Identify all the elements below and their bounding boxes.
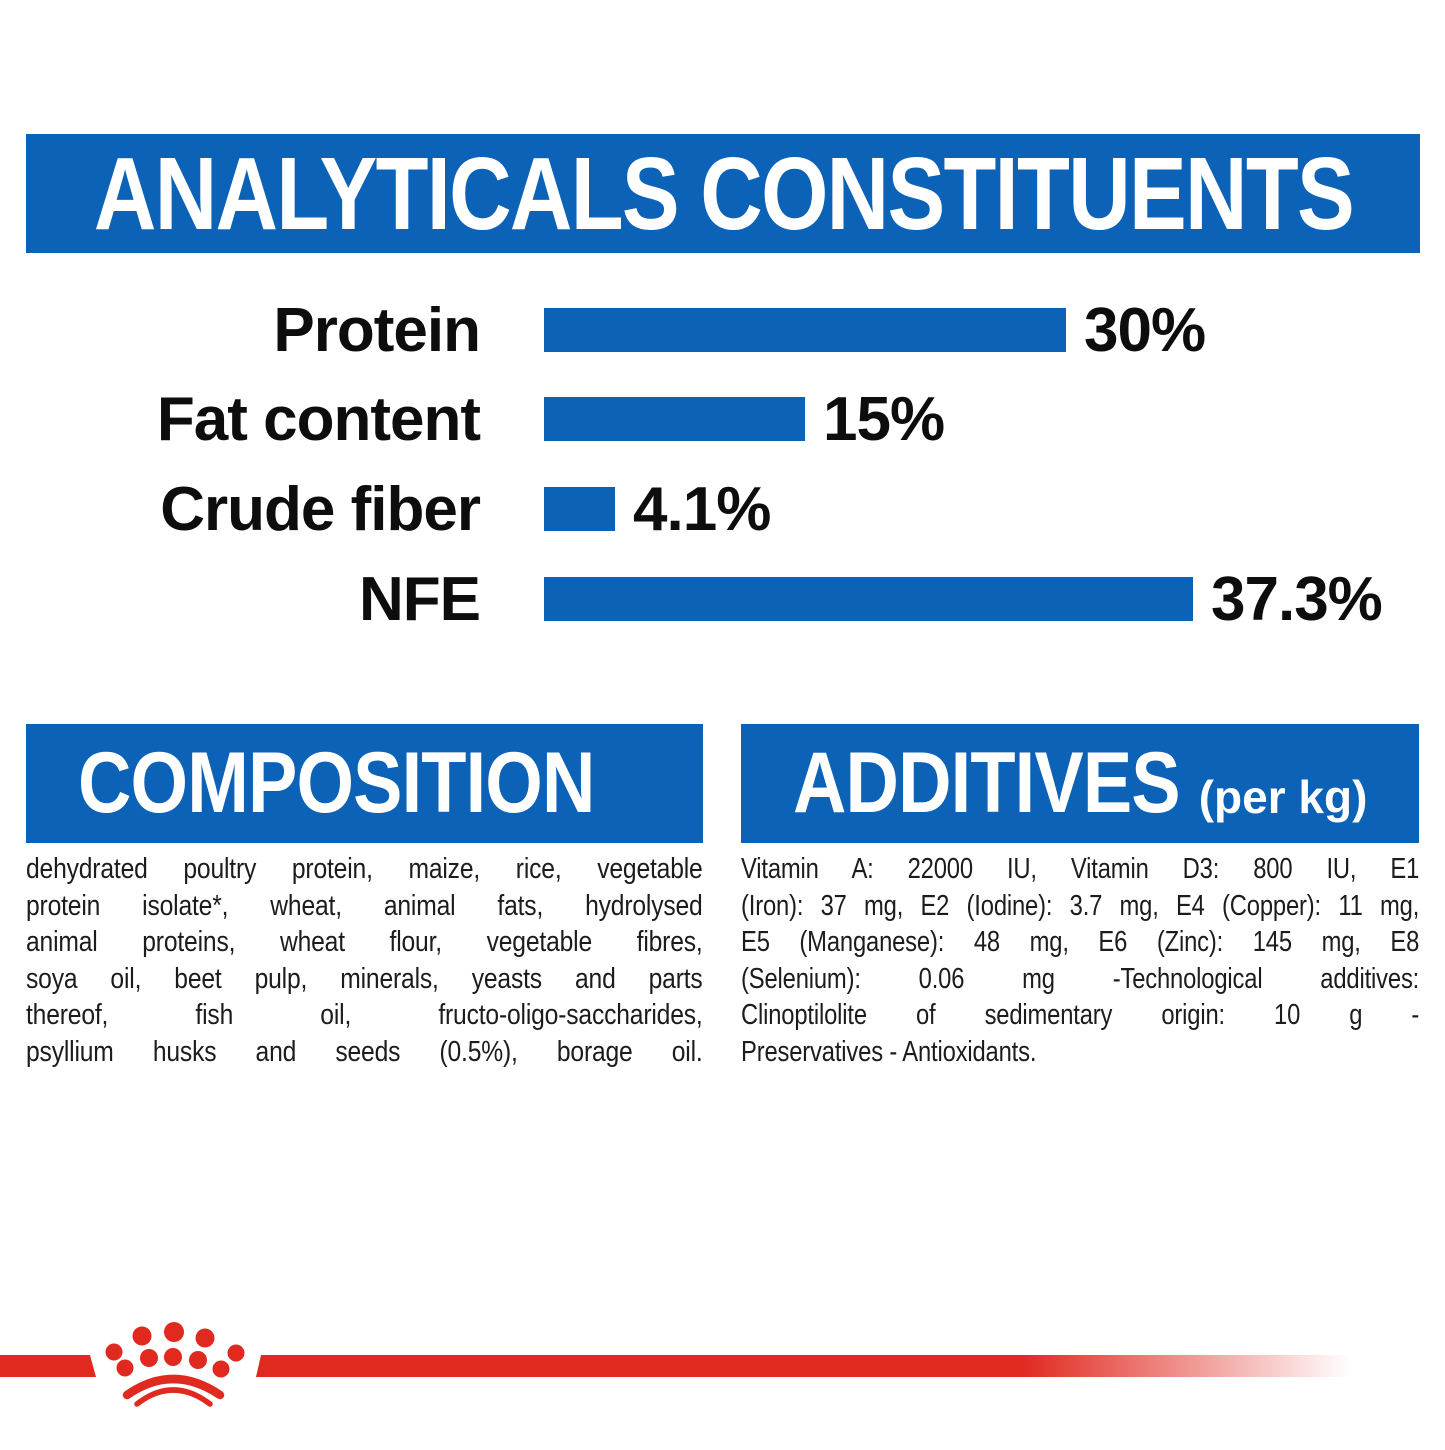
- text-line: (Selenium): 0.06 mg -Technological addit…: [741, 962, 1420, 995]
- text-line: psyllium husks and seeds (0.5%), borage …: [26, 1035, 703, 1068]
- text-line: (Iron): 37 mg, E2 (Iodine): 3.7 mg, E4 (…: [741, 889, 1420, 922]
- chart-value-label: 30%: [1084, 295, 1206, 365]
- text-line: thereof, fish oil, fructo-oligo-sacchari…: [26, 999, 703, 1031]
- chart-row: Crude fiber 4.1%: [0, 475, 771, 544]
- text-line: E5 (Manganese): 48 mg, E6 (Zinc): 145 mg…: [741, 926, 1420, 958]
- chart-bar: [544, 577, 1193, 621]
- brand-stripe-right: [256, 1355, 1350, 1377]
- chart-row: Protein 30%: [0, 296, 1206, 365]
- additives-title: ADDITIVES: [793, 735, 1181, 831]
- royal-canin-crown-logo: [0, 1322, 1350, 1407]
- text-line: animal proteins, wheat flour, vegetable …: [26, 926, 703, 958]
- text-line: protein isolate*, wheat, animal fats, hy…: [26, 889, 703, 922]
- chart-category-label: NFE: [359, 564, 481, 634]
- chart-row: Fat content 15%: [0, 385, 945, 454]
- text-line: Vitamin A: 22000 IU, Vitamin D3: 800 IU,…: [741, 853, 1420, 885]
- composition-header: COMPOSITION: [26, 724, 703, 843]
- chart-category-label: Crude fiber: [160, 474, 481, 544]
- chart-category-label: Protein: [273, 295, 481, 365]
- text-line: dehydrated poultry protein, maize, rice,…: [26, 853, 703, 885]
- footer-brand-band: [0, 1300, 1445, 1445]
- brand-stripe-left: [0, 1355, 96, 1377]
- crown-dots: [105, 1322, 245, 1378]
- crown-base-arcs: [122, 1374, 225, 1407]
- chart-value-label: 37.3%: [1211, 564, 1383, 634]
- chart-value-label: 4.1%: [633, 474, 771, 544]
- chart-bar: [544, 397, 805, 441]
- composition-title: COMPOSITION: [78, 735, 595, 831]
- chart-category-label: Fat content: [156, 384, 481, 454]
- additives-subtitle: (per kg): [1198, 770, 1368, 823]
- text-line: Preservatives - Antioxidants.: [741, 1035, 1037, 1068]
- banner-title: ANALYTICALS CONSTITUENTS: [93, 135, 1354, 251]
- text-line: soya oil, beet pulp, minerals, yeasts an…: [26, 962, 703, 995]
- text-line: Clinoptilolite of sedimentary origin: 10…: [741, 999, 1420, 1031]
- chart-bar: [544, 487, 615, 531]
- additives-lines: Vitamin A: 22000 IU, Vitamin D3: 800 IU,…: [741, 851, 1419, 1070]
- additives-text: Vitamin A: 22000 IU, Vitamin D3: 800 IU,…: [741, 851, 1419, 1070]
- chart-row: NFE 37.3%: [0, 565, 1383, 634]
- chart-value-label: 15%: [823, 384, 945, 454]
- analytical-constituents-banner: ANALYTICALS CONSTITUENTS: [26, 134, 1420, 253]
- additives-header: ADDITIVES (per kg): [741, 724, 1419, 843]
- chart-bar: [544, 308, 1066, 352]
- composition-text: dehydrated poultry protein, maize, rice,…: [26, 851, 703, 1070]
- composition-lines: dehydrated poultry protein, maize, rice,…: [26, 851, 703, 1070]
